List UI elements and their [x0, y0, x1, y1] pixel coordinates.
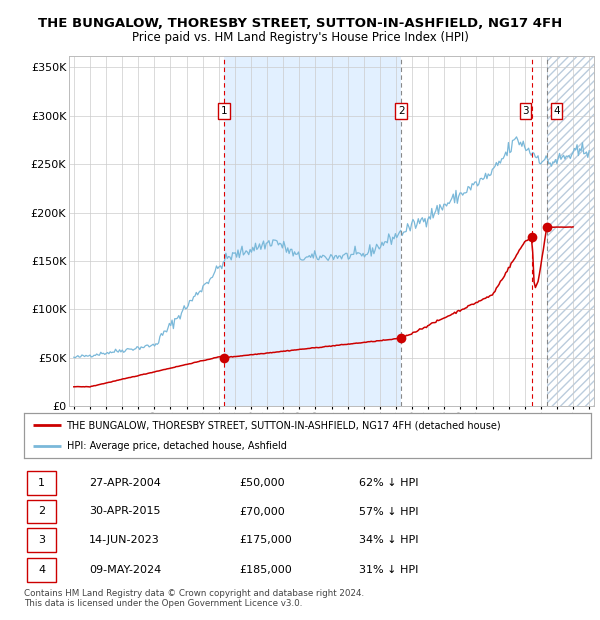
Text: 2: 2 — [38, 507, 45, 516]
Text: 4: 4 — [553, 106, 560, 116]
FancyBboxPatch shape — [27, 500, 56, 523]
Text: £185,000: £185,000 — [239, 565, 292, 575]
Text: This data is licensed under the Open Government Licence v3.0.: This data is licensed under the Open Gov… — [24, 599, 302, 608]
Text: 31% ↓ HPI: 31% ↓ HPI — [359, 565, 418, 575]
FancyBboxPatch shape — [27, 471, 56, 495]
FancyBboxPatch shape — [27, 558, 56, 582]
Text: THE BUNGALOW, THORESBY STREET, SUTTON-IN-ASHFIELD, NG17 4FH (detached house): THE BUNGALOW, THORESBY STREET, SUTTON-IN… — [67, 420, 501, 430]
Text: £50,000: £50,000 — [239, 478, 285, 488]
Text: 4: 4 — [38, 565, 45, 575]
Text: 57% ↓ HPI: 57% ↓ HPI — [359, 507, 418, 516]
Text: 09-MAY-2024: 09-MAY-2024 — [89, 565, 161, 575]
Text: 30-APR-2015: 30-APR-2015 — [89, 507, 161, 516]
Text: 34% ↓ HPI: 34% ↓ HPI — [359, 535, 418, 545]
Text: 3: 3 — [38, 535, 45, 545]
Text: £70,000: £70,000 — [239, 507, 285, 516]
Text: 1: 1 — [38, 478, 45, 488]
Text: 1: 1 — [221, 106, 227, 116]
Text: 62% ↓ HPI: 62% ↓ HPI — [359, 478, 418, 488]
Bar — [224, 56, 401, 406]
Text: HPI: Average price, detached house, Ashfield: HPI: Average price, detached house, Ashf… — [67, 441, 286, 451]
Bar — [547, 56, 600, 406]
FancyBboxPatch shape — [27, 528, 56, 552]
Text: 27-APR-2004: 27-APR-2004 — [89, 478, 161, 488]
Text: Price paid vs. HM Land Registry's House Price Index (HPI): Price paid vs. HM Land Registry's House … — [131, 31, 469, 44]
Text: £175,000: £175,000 — [239, 535, 292, 545]
Text: 14-JUN-2023: 14-JUN-2023 — [89, 535, 160, 545]
Text: 2: 2 — [398, 106, 404, 116]
Text: Contains HM Land Registry data © Crown copyright and database right 2024.: Contains HM Land Registry data © Crown c… — [24, 589, 364, 598]
Text: 3: 3 — [522, 106, 529, 116]
Text: THE BUNGALOW, THORESBY STREET, SUTTON-IN-ASHFIELD, NG17 4FH: THE BUNGALOW, THORESBY STREET, SUTTON-IN… — [38, 17, 562, 30]
